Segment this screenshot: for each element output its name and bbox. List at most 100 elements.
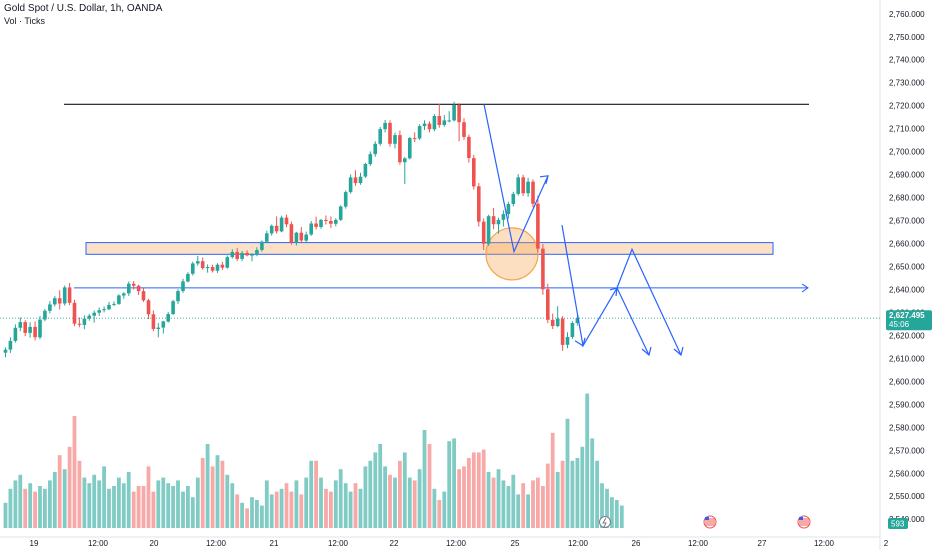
candle-body[interactable] — [309, 223, 313, 235]
candle-body[interactable] — [117, 295, 121, 304]
candle-body[interactable] — [526, 181, 530, 194]
candle-body[interactable] — [521, 177, 525, 194]
candle-body[interactable] — [442, 120, 447, 125]
lightning-event-icon[interactable] — [599, 516, 611, 528]
candle-body[interactable] — [452, 105, 456, 121]
candle-body[interactable] — [516, 177, 520, 194]
candle-body[interactable] — [324, 219, 328, 221]
candle-body[interactable] — [338, 206, 343, 220]
candle-body[interactable] — [127, 283, 131, 294]
candle-body[interactable] — [186, 273, 190, 282]
candle-body[interactable] — [245, 252, 249, 256]
candle-body[interactable] — [314, 223, 318, 227]
candle-body[interactable] — [205, 267, 210, 269]
candle-body[interactable] — [388, 122, 392, 144]
candle-body[interactable] — [398, 135, 402, 163]
candle-body[interactable] — [38, 319, 42, 338]
candle-body[interactable] — [427, 123, 432, 130]
candle-body[interactable] — [358, 176, 363, 184]
candle-body[interactable] — [329, 221, 333, 224]
candle-body[interactable] — [501, 214, 506, 220]
candle-body[interactable] — [92, 312, 96, 316]
candle-body[interactable] — [122, 293, 126, 296]
candle-body[interactable] — [541, 248, 545, 290]
candle-body[interactable] — [289, 224, 294, 243]
candle-body[interactable] — [294, 232, 299, 243]
candle-body[interactable] — [575, 318, 580, 323]
candle-body[interactable] — [72, 302, 77, 324]
candle-body[interactable] — [107, 304, 111, 310]
candle-body[interactable] — [235, 252, 239, 259]
candle-body[interactable] — [112, 303, 116, 305]
candle-body[interactable] — [269, 225, 274, 234]
supply-demand-zone[interactable] — [85, 242, 774, 255]
candle-body[interactable] — [486, 216, 491, 244]
candle-body[interactable] — [82, 318, 87, 325]
candle-body[interactable] — [477, 186, 481, 222]
candle-body[interactable] — [23, 322, 27, 333]
candle-body[interactable] — [472, 158, 476, 187]
candle-body[interactable] — [555, 318, 560, 327]
time-axis[interactable]: 19 12:00 20 12:00 21 12:00 22 12:00 25 12:00 26 12:… — [30, 539, 889, 548]
candle-body[interactable] — [48, 304, 52, 311]
candle-body[interactable] — [408, 138, 412, 159]
candle-body[interactable] — [343, 192, 348, 207]
candle-body[interactable] — [230, 252, 235, 258]
candle-body[interactable] — [422, 123, 427, 127]
candle-body[interactable] — [53, 298, 57, 305]
candle-body[interactable] — [348, 177, 353, 193]
candle-body[interactable] — [260, 241, 264, 250]
projection-path-lower[interactable] — [561, 224, 650, 356]
candle-body[interactable] — [279, 217, 284, 232]
candle-body[interactable] — [18, 322, 23, 328]
candle-body[interactable] — [43, 310, 47, 320]
candle-body[interactable] — [146, 300, 151, 315]
candle-body[interactable] — [33, 326, 37, 338]
candle-body[interactable] — [191, 263, 195, 274]
candle-body[interactable] — [240, 252, 244, 259]
candle-body[interactable] — [28, 326, 32, 333]
candle-body[interactable] — [565, 337, 570, 345]
candle-body[interactable] — [432, 116, 437, 130]
highlight-circle[interactable] — [485, 227, 539, 281]
candle-body[interactable] — [131, 283, 136, 286]
candle-body[interactable] — [161, 321, 166, 328]
candle-body[interactable] — [284, 217, 289, 225]
candle-body[interactable] — [334, 219, 338, 224]
candle-body[interactable] — [363, 164, 368, 177]
candle-body[interactable] — [531, 181, 535, 204]
candle-body[interactable] — [319, 219, 323, 227]
candle-body[interactable] — [181, 281, 185, 291]
candle-body[interactable] — [156, 327, 161, 329]
candle-body[interactable] — [250, 254, 254, 256]
candle-body[interactable] — [304, 234, 308, 241]
us-flag-event-icon[interactable] — [703, 515, 717, 529]
candle-body[interactable] — [378, 129, 382, 144]
candle-body[interactable] — [102, 309, 106, 311]
candle-body[interactable] — [368, 154, 373, 165]
candle-body[interactable] — [57, 298, 62, 304]
candle-body[interactable] — [171, 301, 175, 315]
candle-body[interactable] — [550, 319, 555, 326]
candle-body[interactable] — [546, 289, 550, 320]
candle-body[interactable] — [215, 264, 220, 271]
candle-body[interactable] — [481, 221, 486, 244]
candle-body[interactable] — [417, 126, 422, 139]
candle-body[interactable] — [200, 261, 205, 269]
candle-body[interactable] — [67, 287, 72, 303]
candle-body[interactable] — [225, 257, 230, 268]
candle-body[interactable] — [77, 323, 82, 325]
candle-body[interactable] — [87, 315, 92, 319]
candle-body[interactable] — [560, 318, 565, 345]
candle-body[interactable] — [393, 135, 397, 144]
candle-body[interactable] — [536, 203, 540, 249]
us-flag-event-icon[interactable] — [797, 515, 811, 529]
candle-body[interactable] — [176, 291, 180, 302]
candle-body[interactable] — [570, 323, 575, 337]
candle-body[interactable] — [8, 340, 13, 350]
candle-body[interactable] — [373, 143, 377, 155]
candle-body[interactable] — [506, 204, 511, 215]
candle-body[interactable] — [141, 291, 146, 301]
projection-path-upper[interactable] — [483, 104, 549, 254]
